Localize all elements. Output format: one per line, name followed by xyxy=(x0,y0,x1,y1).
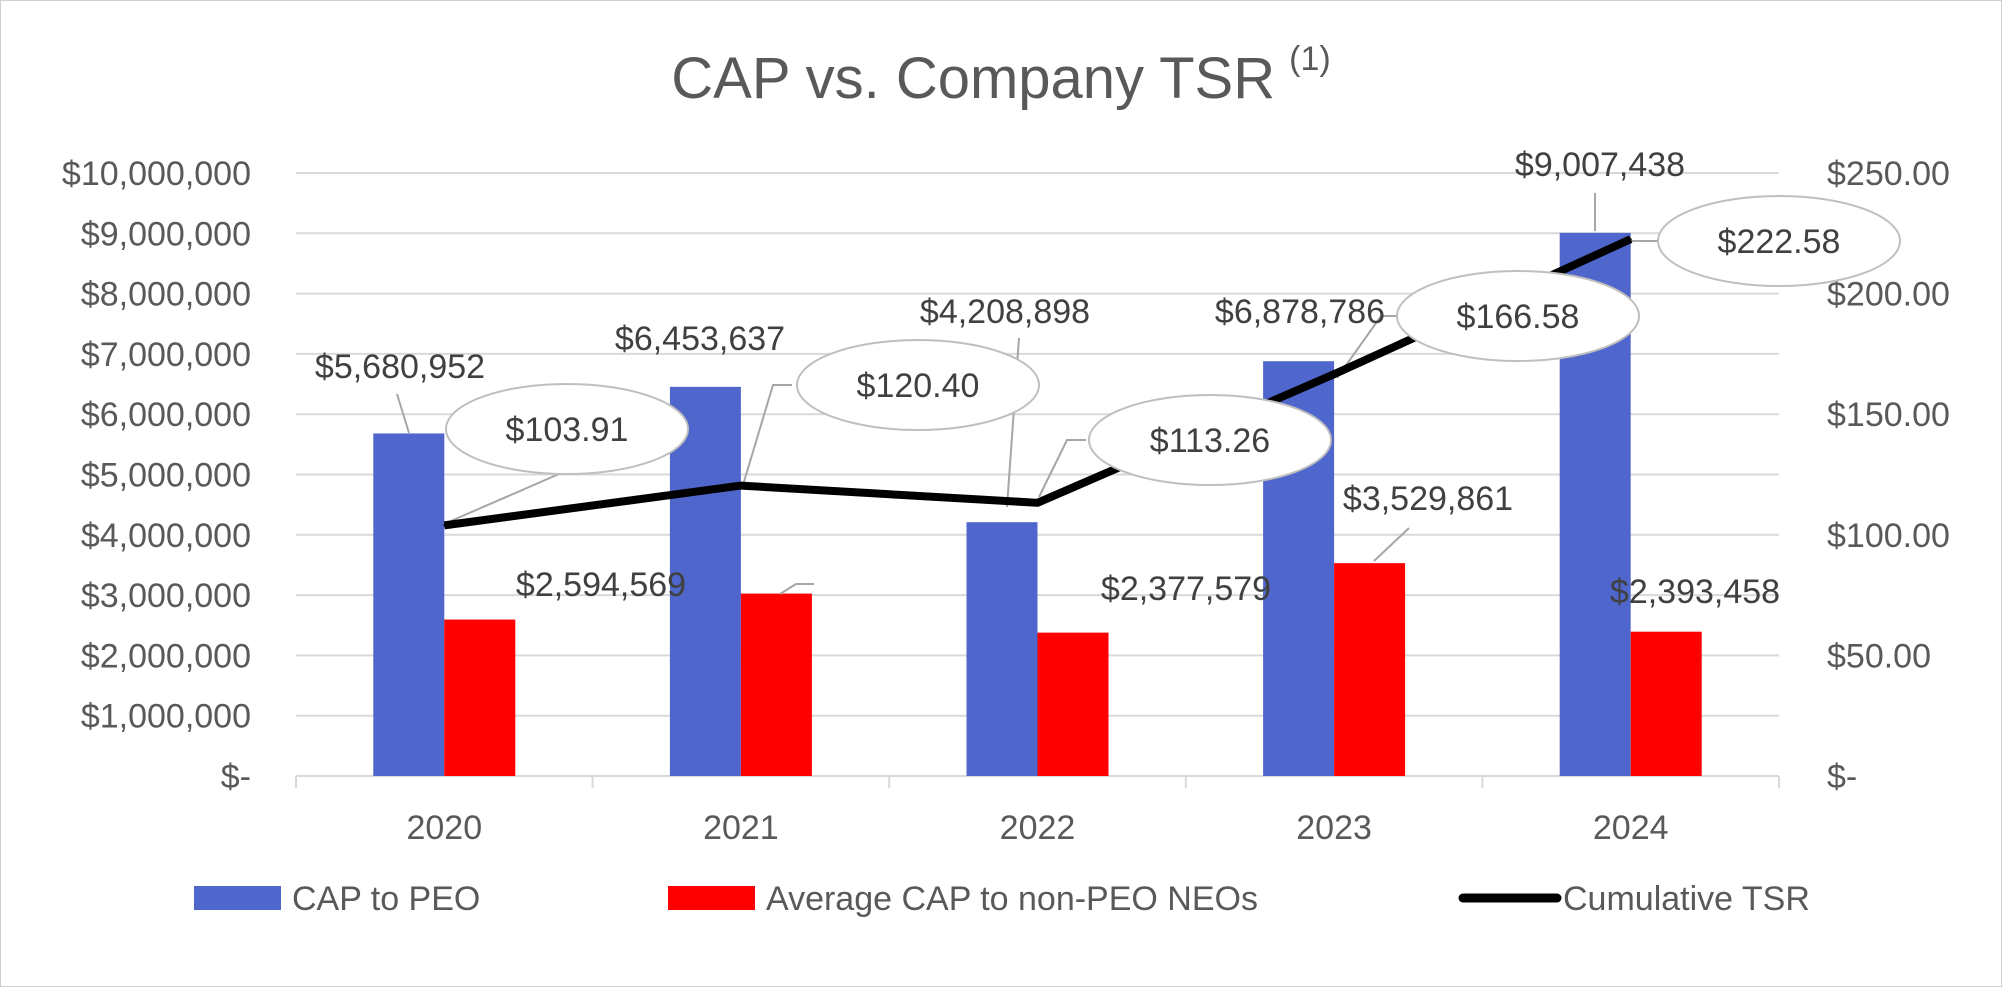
data-label-avg-cap-non-peo: $3,529,861 xyxy=(1343,480,1513,518)
data-label-cap-to-peo: $4,208,898 xyxy=(920,293,1090,331)
left-tick-label: $3,000,000 xyxy=(81,577,251,615)
leader-line xyxy=(779,583,814,595)
left-tick-label: $4,000,000 xyxy=(81,517,251,555)
data-label-avg-cap-non-peo: $2,393,458 xyxy=(1610,573,1780,611)
bar-avg-cap-non-peo-2022 xyxy=(1037,632,1109,776)
leader-line xyxy=(1373,527,1410,562)
data-label-avg-cap-non-peo: $2,377,579 xyxy=(1101,570,1271,608)
data-labels: $5,680,952 $6,453,637 $4,208,898 $6,878,786… xyxy=(315,146,1841,611)
left-tick-label: $- xyxy=(221,758,251,796)
left-tick-label: $10,000,000 xyxy=(62,155,251,193)
right-tick-label: $200.00 xyxy=(1827,276,1950,314)
bar-cap-to-peo-2021 xyxy=(669,386,741,776)
callouts xyxy=(445,195,1901,486)
bar-avg-cap-non-peo-2021 xyxy=(740,593,812,776)
data-label-cumulative-tsr: $166.58 xyxy=(1457,298,1580,336)
right-tick-label: $150.00 xyxy=(1827,396,1950,434)
tsr-callout xyxy=(1396,270,1640,362)
tsr-point xyxy=(739,484,742,487)
chart-title-main: CAP vs. Company TSR xyxy=(671,46,1275,111)
data-label-cumulative-tsr: $120.40 xyxy=(857,367,980,405)
leader-line xyxy=(443,473,560,525)
bar-cap-to-peo-2020 xyxy=(373,433,445,776)
data-label-cumulative-tsr: $103.91 xyxy=(506,411,629,449)
legend-label-1: Average CAP to non-PEO NEOs xyxy=(766,880,1258,918)
tsr-callout xyxy=(1088,394,1332,486)
x-tick-label: 2022 xyxy=(1000,809,1076,847)
left-tick-label: $7,000,000 xyxy=(81,336,251,374)
data-label-avg-cap-non-peo: $2,594,569 xyxy=(516,566,686,604)
x-tick-label: 2021 xyxy=(703,809,779,847)
tsr-callout xyxy=(1657,195,1901,287)
left-tick-label: $5,000,000 xyxy=(81,457,251,495)
x-axis: 2020 2021 2022 2023 2024 xyxy=(295,775,1780,847)
left-tick-label: $9,000,000 xyxy=(81,215,251,253)
tsr-point xyxy=(1036,501,1039,504)
legend-swatch-0 xyxy=(194,886,281,910)
x-tick-label: 2023 xyxy=(1296,809,1372,847)
right-y-axis: $- $50.00 $100.00 $150.00 $200.00 $250.00 xyxy=(1827,155,1950,796)
legend: CAP to PEO Average CAP to non-PEO NEOs Cum… xyxy=(194,880,1810,918)
bar-avg-cap-non-peo-2024 xyxy=(1630,631,1702,776)
left-tick-label: $8,000,000 xyxy=(81,276,251,314)
tsr-callout xyxy=(796,339,1040,431)
x-tick-label: 2024 xyxy=(1593,809,1669,847)
tsr-point xyxy=(443,524,446,527)
bar-avg-cap-non-peo-2023 xyxy=(1334,563,1406,776)
tsr-callout xyxy=(445,383,689,475)
legend-swatch-1 xyxy=(668,886,755,910)
leader-line xyxy=(1038,439,1086,498)
tsr-point xyxy=(1333,373,1336,376)
chart-title: CAP vs. Company TSR (1) xyxy=(671,40,1330,111)
data-label-cap-to-peo: $9,007,438 xyxy=(1515,146,1685,184)
right-tick-label: $100.00 xyxy=(1827,517,1950,555)
data-label-cumulative-tsr: $222.58 xyxy=(1718,223,1841,261)
right-tick-label: $250.00 xyxy=(1827,155,1950,193)
data-label-cumulative-tsr: $113.26 xyxy=(1150,422,1270,460)
chart-title-superscript: (1) xyxy=(1289,40,1331,78)
data-label-cap-to-peo: $5,680,952 xyxy=(315,348,485,386)
tsr-point xyxy=(1629,238,1632,241)
x-tick-label: 2020 xyxy=(406,809,482,847)
leader-line xyxy=(1336,315,1400,379)
leader-line xyxy=(396,393,410,434)
left-tick-label: $2,000,000 xyxy=(81,637,251,675)
bar-cap-to-peo-2022 xyxy=(966,522,1038,776)
legend-label-2: Cumulative TSR xyxy=(1563,880,1810,918)
bar-avg-cap-non-peo-2020 xyxy=(444,619,516,776)
left-tick-label: $6,000,000 xyxy=(81,396,251,434)
left-tick-label: $1,000,000 xyxy=(81,698,251,736)
right-tick-label: $50.00 xyxy=(1827,637,1931,675)
data-label-cap-to-peo: $6,878,786 xyxy=(1215,293,1385,331)
leader-line xyxy=(742,384,792,486)
left-y-axis: $- $1,000,000 $2,000,000 $3,000,000 $4,000,0… xyxy=(62,155,251,796)
legend-label-0: CAP to PEO xyxy=(292,880,480,918)
right-tick-label: $- xyxy=(1827,758,1857,796)
data-label-cap-to-peo: $6,453,637 xyxy=(615,320,785,358)
